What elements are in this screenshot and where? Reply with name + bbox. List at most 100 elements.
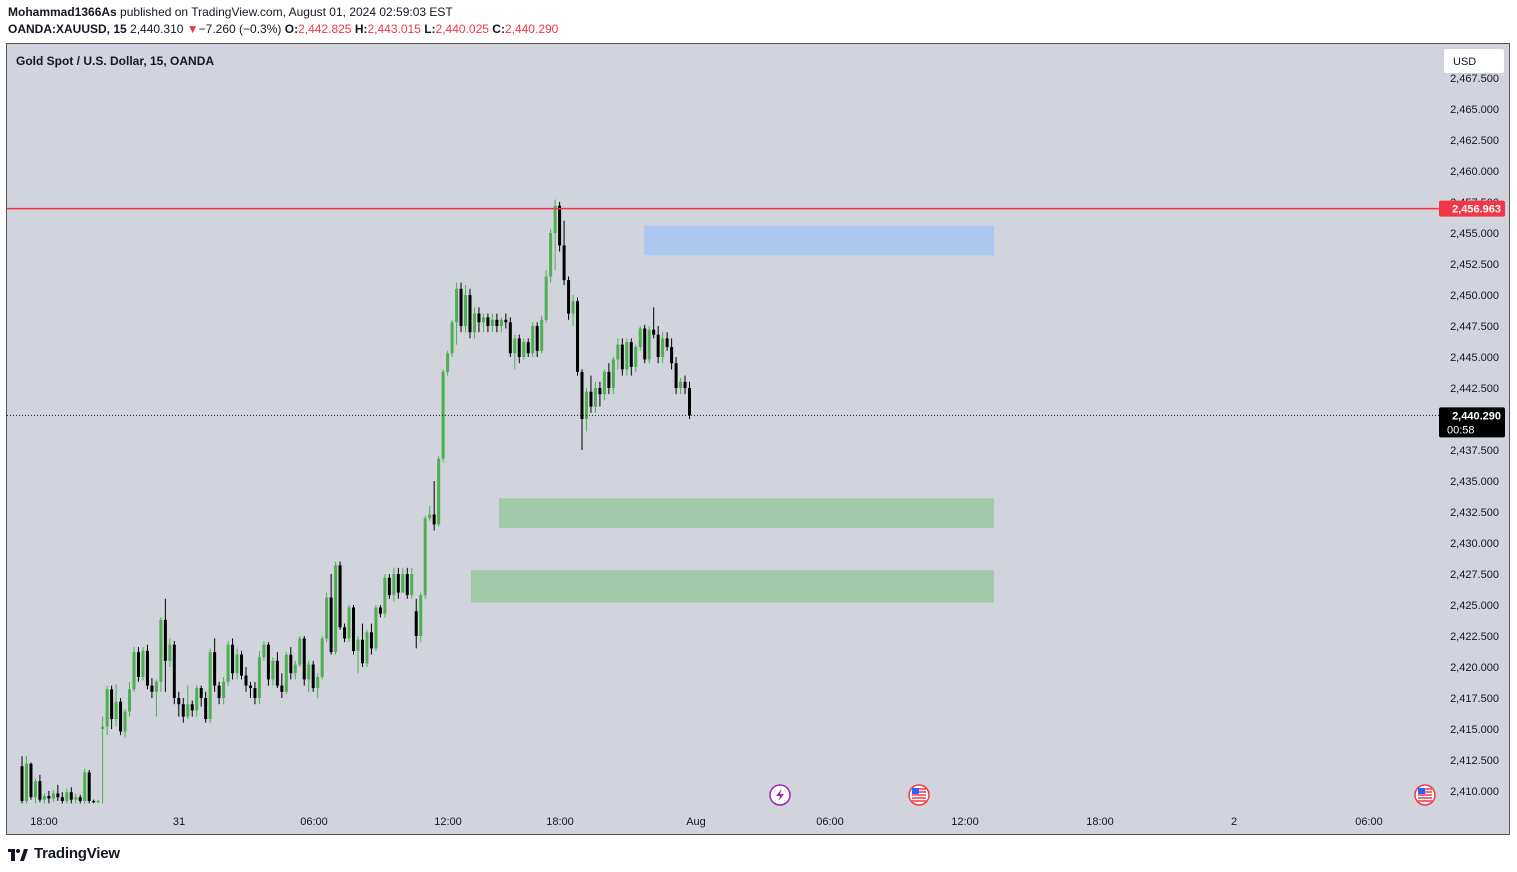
candle (446, 350, 450, 376)
y-tick-label: 2,422.500 (1450, 631, 1499, 643)
candle (526, 338, 530, 357)
candle (392, 567, 396, 602)
candle (423, 515, 427, 599)
candle (486, 313, 490, 333)
candle (593, 381, 597, 413)
last-price: 2,440.310 (130, 22, 184, 36)
candle (123, 709, 127, 738)
lightning-event-icon[interactable] (769, 784, 791, 806)
y-tick-label: 2,450.000 (1450, 290, 1499, 302)
zone-demand-upper[interactable] (499, 498, 994, 529)
candle (616, 338, 620, 370)
candle (405, 567, 409, 599)
candle (38, 774, 42, 803)
author-name[interactable]: Mohammad1366As (8, 5, 117, 19)
tradingview-logo-icon (8, 848, 28, 861)
y-tick-label: 2,467.500 (1450, 73, 1499, 85)
candle (656, 326, 660, 364)
candle (266, 642, 270, 686)
high-label: H: (354, 22, 368, 36)
x-tick-label: 06:00 (816, 816, 844, 828)
currency-button[interactable]: USD (1443, 48, 1505, 74)
candle (571, 295, 575, 326)
candle (369, 623, 373, 655)
candle (24, 756, 28, 804)
candle (114, 684, 118, 727)
candle (110, 685, 114, 729)
candle (222, 676, 226, 705)
candle (136, 647, 140, 682)
x-tick-label: 06:00 (300, 816, 328, 828)
candle (181, 698, 185, 723)
candle (240, 650, 244, 680)
candle (607, 363, 611, 395)
bar-countdown: 00:58 (1447, 424, 1475, 436)
candle (665, 332, 669, 351)
candle (567, 276, 571, 320)
candle (652, 307, 656, 339)
candle (244, 667, 248, 692)
y-tick-label: 2,442.500 (1450, 383, 1499, 395)
y-tick-label: 2,445.000 (1450, 352, 1499, 364)
candle (253, 681, 257, 705)
candle (378, 605, 382, 618)
candle (20, 756, 24, 804)
candle (150, 678, 154, 698)
candle (661, 332, 665, 364)
x-tick-label: 2 (1231, 816, 1237, 828)
candle (455, 282, 459, 345)
symbol-label: OANDA:XAUUSD, 15 (8, 22, 127, 36)
published-text: published on TradingView.com, August 01,… (116, 5, 453, 19)
zone-supply[interactable] (644, 225, 994, 256)
candle (329, 574, 333, 655)
candle (128, 681, 132, 717)
candle (428, 505, 432, 521)
candle (535, 322, 539, 357)
candle (643, 324, 647, 364)
candle (78, 794, 82, 804)
x-tick-label: 12:00 (434, 816, 462, 828)
y-tick-label: 2,460.000 (1450, 166, 1499, 178)
candle (334, 561, 338, 655)
candle (316, 673, 320, 698)
us-flag-event-icon[interactable] (1414, 784, 1436, 806)
y-tick-label: 2,447.500 (1450, 321, 1499, 333)
candle (320, 636, 324, 680)
candle (464, 285, 468, 333)
candle (56, 784, 60, 801)
candle (679, 378, 683, 395)
candle (553, 199, 557, 271)
y-tick-label: 2,427.500 (1450, 569, 1499, 581)
candle (410, 567, 414, 599)
candle (396, 567, 400, 599)
zone-demand-lower[interactable] (471, 570, 994, 603)
candle (226, 640, 230, 686)
candle (289, 647, 293, 680)
x-tick-label: Aug (686, 816, 706, 828)
candle (65, 788, 69, 804)
candle (60, 792, 64, 804)
candle (481, 313, 485, 333)
tradingview-logo[interactable]: TradingView (8, 845, 120, 862)
price-change: −7.260 (−0.3%) (198, 22, 282, 36)
candle (280, 673, 284, 698)
x-tick-label: 31 (173, 816, 185, 828)
chart-frame: 2,467.500 2,465.000 2,462.500 2,460.000 2,45… (6, 43, 1510, 835)
candle (674, 357, 678, 395)
candle (29, 762, 33, 800)
candle (177, 691, 181, 717)
candle (531, 322, 535, 357)
low-label: L: (424, 22, 436, 36)
candle (387, 574, 391, 599)
candle (145, 644, 149, 690)
y-tick-label: 2,455.000 (1450, 228, 1499, 240)
candle (598, 381, 602, 407)
y-tick-label: 2,412.500 (1450, 755, 1499, 767)
candle (499, 317, 503, 333)
candle (325, 592, 329, 643)
last-price-label: 2,440.290 00:58 (1439, 407, 1505, 438)
candle (298, 636, 302, 667)
us-flag-event-icon[interactable] (908, 784, 930, 806)
price-chart[interactable]: 2,467.500 2,465.000 2,462.500 2,460.000 2,45… (7, 44, 1509, 834)
candle (208, 648, 212, 723)
